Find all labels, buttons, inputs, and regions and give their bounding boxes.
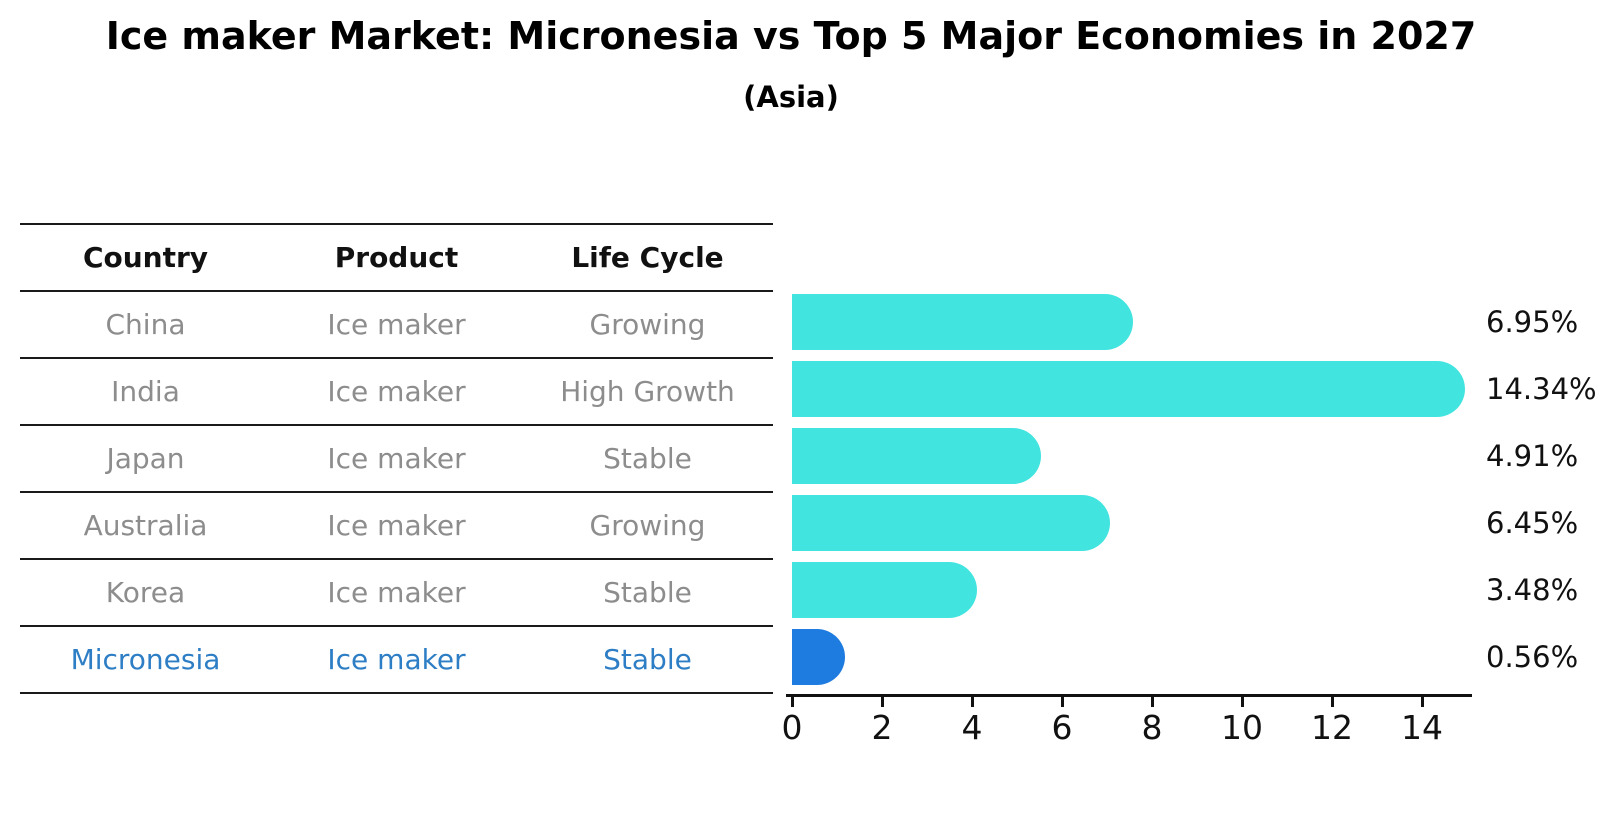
column-header-country: Country bbox=[82, 241, 209, 274]
table-cell-lifecycle: Stable bbox=[603, 576, 692, 609]
x-axis-tick-label: 12 bbox=[1311, 708, 1353, 747]
x-axis-tick-mark bbox=[1421, 695, 1424, 707]
bar-korea bbox=[792, 561, 977, 618]
table-cell-country: Korea bbox=[105, 576, 186, 609]
bar-australia bbox=[792, 494, 1111, 551]
bar-value-label: 0.56% bbox=[1486, 639, 1579, 674]
table-cell-lifecycle: Stable bbox=[603, 442, 692, 475]
table-cell-lifecycle: Growing bbox=[589, 509, 706, 542]
x-axis-line bbox=[786, 694, 1472, 697]
table-cell-country: Micronesia bbox=[70, 643, 221, 676]
table-cell-product: Ice maker bbox=[327, 375, 466, 408]
country-table: Country Product Life Cycle China Ice make… bbox=[20, 223, 773, 694]
bar-india bbox=[792, 360, 1466, 417]
table-row: India Ice maker High Growth bbox=[20, 357, 773, 424]
table-row: Japan Ice maker Stable bbox=[20, 424, 773, 491]
x-axis-tick-label: 8 bbox=[1141, 708, 1163, 747]
table-body: China Ice maker Growing India Ice maker High … bbox=[20, 290, 773, 692]
bar-value-label: 6.95% bbox=[1486, 304, 1579, 339]
bar-value-label: 3.48% bbox=[1486, 572, 1579, 607]
column-header-lifecycle: Life Cycle bbox=[571, 241, 724, 274]
table-header-row: Country Product Life Cycle bbox=[20, 223, 773, 290]
x-axis-tick-mark bbox=[1061, 695, 1064, 707]
table-cell-country: Japan bbox=[106, 442, 185, 475]
table-cell-product: Ice maker bbox=[327, 308, 466, 341]
column-header-product: Product bbox=[334, 241, 459, 274]
table-row: Micronesia Ice maker Stable bbox=[20, 625, 773, 692]
x-axis-tick-label: 14 bbox=[1401, 708, 1443, 747]
bar-value-label: 4.91% bbox=[1486, 438, 1579, 473]
bar-china bbox=[792, 293, 1133, 350]
table-cell-product: Ice maker bbox=[327, 643, 466, 676]
x-axis-tick-label: 10 bbox=[1221, 708, 1263, 747]
table-cell-product: Ice maker bbox=[327, 509, 466, 542]
x-axis-tick-mark bbox=[791, 695, 794, 707]
bar-value-label: 6.45% bbox=[1486, 505, 1579, 540]
table-row: China Ice maker Growing bbox=[20, 290, 773, 357]
table-cell-product: Ice maker bbox=[327, 442, 466, 475]
table-row: Australia Ice maker Growing bbox=[20, 491, 773, 558]
table-cell-lifecycle: Stable bbox=[603, 643, 692, 676]
x-axis-tick-label: 2 bbox=[871, 708, 893, 747]
bar-japan bbox=[792, 427, 1041, 484]
x-axis-tick-mark bbox=[1241, 695, 1244, 707]
x-axis-tick-label: 6 bbox=[1051, 708, 1073, 747]
table-cell-product: Ice maker bbox=[327, 576, 466, 609]
x-axis-tick-mark bbox=[881, 695, 884, 707]
x-axis-tick-mark bbox=[971, 695, 974, 707]
table-cell-country: China bbox=[105, 308, 186, 341]
table-cell-lifecycle: Growing bbox=[589, 308, 706, 341]
x-axis-tick-label: 0 bbox=[781, 708, 803, 747]
x-axis-tick-mark bbox=[1151, 695, 1154, 707]
table-row: Korea Ice maker Stable bbox=[20, 558, 773, 625]
table-cell-lifecycle: High Growth bbox=[560, 375, 735, 408]
table-cell-country: India bbox=[111, 375, 180, 408]
chart-subtitle: (Asia) bbox=[743, 80, 839, 114]
chart-title: Ice maker Market: Micronesia vs Top 5 Ma… bbox=[105, 14, 1477, 58]
table-cell-country: Australia bbox=[83, 509, 208, 542]
bar-micronesia bbox=[792, 628, 846, 685]
bar-value-label: 14.34% bbox=[1486, 371, 1597, 406]
x-axis-tick-label: 4 bbox=[961, 708, 983, 747]
x-axis-tick-mark bbox=[1331, 695, 1334, 707]
